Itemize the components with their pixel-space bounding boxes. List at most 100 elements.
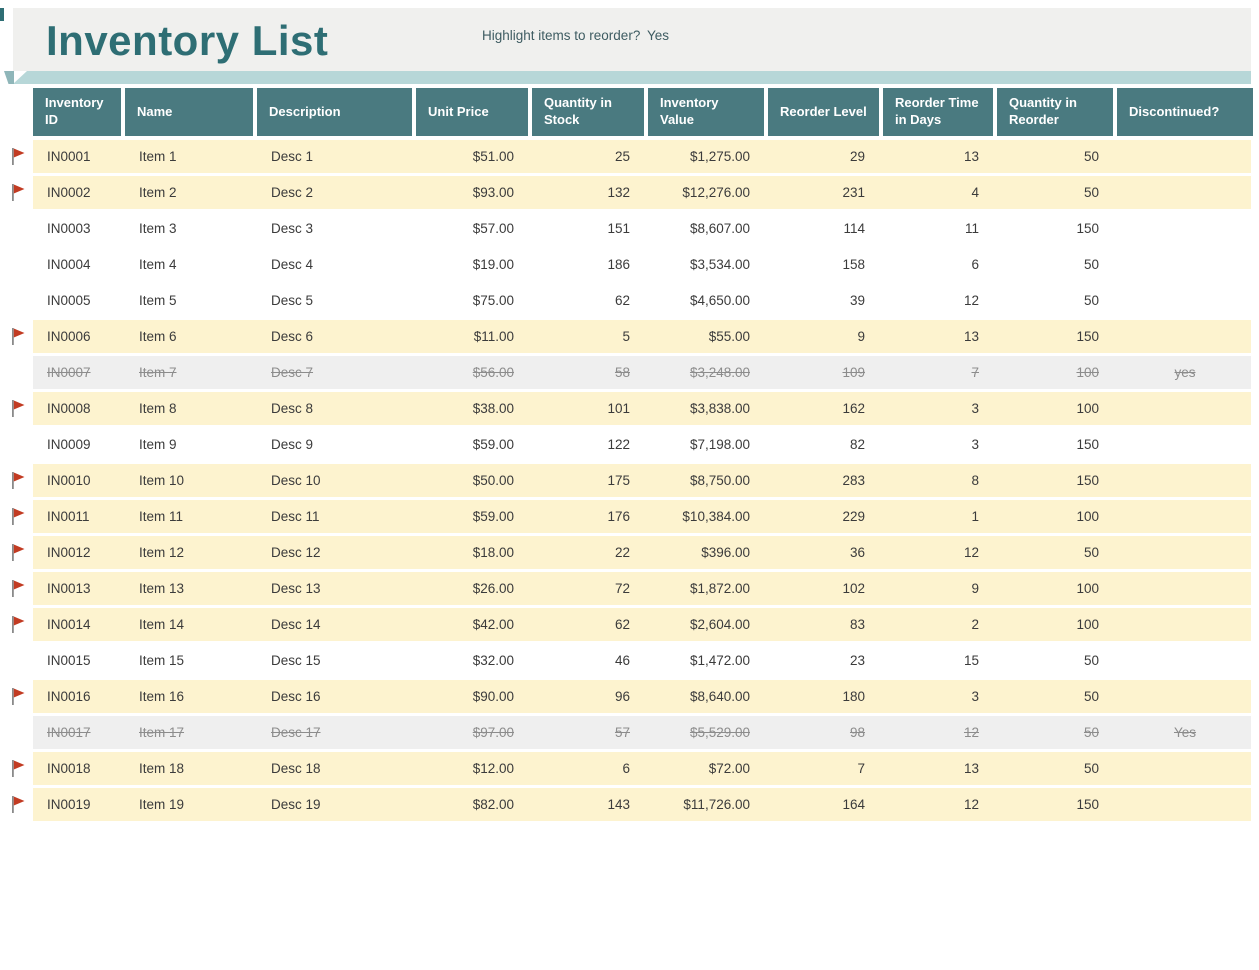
cell-reorder-time-in-days[interactable]: 8 — [971, 473, 979, 488]
cell-reorder-level[interactable]: 102 — [842, 581, 865, 596]
cell-description[interactable]: Desc 6 — [271, 329, 314, 344]
cell-quantity-in-stock[interactable]: 62 — [614, 293, 630, 308]
cell-description[interactable]: Desc 5 — [271, 293, 314, 308]
cell-quantity-in-stock[interactable]: 46 — [614, 653, 630, 668]
cell-name[interactable]: Item 10 — [139, 473, 185, 488]
column-header-quantity-in-stock[interactable]: Quantity in Stock — [532, 88, 644, 136]
cell-quantity-in-reorder[interactable]: 150 — [1076, 221, 1099, 236]
table-row[interactable]: IN0006 Item 6 Desc 6 $11.00 5 $55.00 9 13 150 — [12, 320, 1251, 353]
cell-inventory-value[interactable]: $1,472.00 — [689, 653, 750, 668]
cell-name[interactable]: Item 14 — [139, 617, 185, 632]
table-row[interactable]: IN0010 Item 10 Desc 10 $50.00 175 $8,750.00 28… — [12, 464, 1253, 497]
cell-discontinued[interactable] — [1117, 464, 1253, 497]
table-row[interactable]: IN0009 Item 9 Desc 9 $59.00 122 $7,198.00 82 3 1… — [33, 428, 1251, 461]
column-header-reorder-time-in-days[interactable]: Reorder Time in Days — [883, 88, 993, 136]
cell-description[interactable]: Desc 15 — [271, 653, 321, 668]
cell-reorder-time-in-days[interactable]: 9 — [971, 581, 979, 596]
cell-reorder-level[interactable]: 29 — [849, 149, 865, 164]
cell-quantity-in-reorder[interactable]: 50 — [1083, 725, 1099, 740]
cell-quantity-in-stock[interactable]: 101 — [607, 401, 630, 416]
column-header-inventory-id[interactable]: Inventory ID — [33, 88, 121, 136]
cell-reorder-time-in-days[interactable]: 3 — [971, 689, 979, 704]
cell-quantity-in-reorder[interactable]: 50 — [1083, 545, 1099, 560]
cell-quantity-in-stock[interactable]: 132 — [607, 185, 630, 200]
table-row[interactable]: IN0003 Item 3 Desc 3 $57.00 151 $8,607.00 114 1… — [33, 212, 1251, 245]
column-header-inventory-value[interactable]: Inventory Value — [648, 88, 764, 136]
table-row[interactable]: IN0008 Item 8 Desc 8 $38.00 101 $3,838.00 162 3… — [12, 392, 1251, 425]
cell-quantity-in-stock[interactable]: 186 — [607, 257, 630, 272]
cell-unit-price[interactable]: $90.00 — [472, 689, 514, 704]
cell-reorder-level[interactable]: 180 — [842, 689, 865, 704]
cell-quantity-in-stock[interactable]: 6 — [622, 761, 630, 776]
cell-description[interactable]: Desc 8 — [271, 401, 314, 416]
cell-quantity-in-stock[interactable]: 151 — [607, 221, 630, 236]
column-header-name[interactable]: Name — [125, 88, 253, 136]
cell-unit-price[interactable]: $59.00 — [472, 509, 514, 524]
cell-inventory-value[interactable]: $12,276.00 — [682, 185, 750, 200]
cell-inventory-id[interactable]: IN0010 — [47, 473, 91, 488]
cell-inventory-value[interactable]: $1,275.00 — [689, 149, 750, 164]
cell-reorder-time-in-days[interactable]: 1 — [971, 509, 979, 524]
column-header-unit-price[interactable]: Unit Price — [416, 88, 528, 136]
cell-reorder-level[interactable]: 229 — [842, 509, 865, 524]
cell-unit-price[interactable]: $12.00 — [472, 761, 514, 776]
column-header-quantity-in-reorder[interactable]: Quantity in Reorder — [997, 88, 1113, 136]
cell-unit-price[interactable]: $93.00 — [472, 185, 514, 200]
cell-discontinued[interactable] — [1117, 752, 1253, 785]
table-row[interactable]: IN0011 Item 11 Desc 11 $59.00 176 $10,384.00 2… — [12, 500, 1253, 533]
cell-description[interactable]: Desc 17 — [271, 725, 321, 740]
cell-description[interactable]: Desc 11 — [271, 509, 320, 524]
cell-reorder-time-in-days[interactable]: 12 — [963, 293, 979, 308]
cell-quantity-in-stock[interactable]: 58 — [614, 365, 630, 380]
cell-quantity-in-reorder[interactable]: 100 — [1076, 581, 1099, 596]
cell-quantity-in-stock[interactable]: 122 — [607, 437, 630, 452]
cell-discontinued[interactable] — [1117, 284, 1253, 317]
cell-name[interactable]: Item 12 — [139, 545, 185, 560]
cell-inventory-id[interactable]: IN0012 — [47, 545, 91, 560]
cell-reorder-level[interactable]: 23 — [849, 653, 865, 668]
cell-name[interactable]: Item 3 — [139, 221, 177, 236]
column-header-discontinued[interactable]: Discontinued? — [1117, 88, 1253, 136]
cell-quantity-in-reorder[interactable]: 50 — [1083, 149, 1099, 164]
cell-description[interactable]: Desc 1 — [271, 149, 314, 164]
cell-quantity-in-stock[interactable]: 62 — [614, 617, 630, 632]
cell-reorder-level[interactable]: 7 — [857, 761, 865, 776]
cell-quantity-in-reorder[interactable]: 150 — [1076, 473, 1099, 488]
cell-inventory-value[interactable]: $55.00 — [708, 329, 750, 344]
cell-description[interactable]: Desc 12 — [271, 545, 321, 560]
cell-inventory-id[interactable]: IN0016 — [47, 689, 91, 704]
cell-quantity-in-reorder[interactable]: 150 — [1076, 329, 1099, 344]
table-row[interactable]: IN0016 Item 16 Desc 16 $90.00 96 $8,640.00 180… — [12, 680, 1251, 713]
cell-description[interactable]: Desc 13 — [271, 581, 321, 596]
cell-name[interactable]: Item 11 — [139, 509, 184, 524]
cell-reorder-time-in-days[interactable]: 15 — [963, 653, 979, 668]
cell-name[interactable]: Item 18 — [139, 761, 185, 776]
column-header-description[interactable]: Description — [257, 88, 412, 136]
cell-quantity-in-stock[interactable]: 143 — [607, 797, 630, 812]
cell-reorder-time-in-days[interactable]: 11 — [964, 221, 979, 236]
cell-name[interactable]: Item 2 — [139, 185, 177, 200]
cell-discontinued[interactable] — [1117, 608, 1253, 641]
cell-inventory-id[interactable]: IN0019 — [47, 797, 91, 812]
cell-unit-price[interactable]: $26.00 — [472, 581, 514, 596]
cell-discontinued[interactable] — [1117, 644, 1253, 677]
cell-quantity-in-reorder[interactable]: 50 — [1083, 185, 1099, 200]
cell-discontinued[interactable] — [1117, 500, 1253, 533]
cell-inventory-value[interactable]: $10,384.00 — [682, 509, 750, 524]
cell-inventory-id[interactable]: IN0018 — [47, 761, 91, 776]
table-row[interactable]: IN0005 Item 5 Desc 5 $75.00 62 $4,650.00 39 12 5… — [33, 284, 1251, 317]
cell-description[interactable]: Desc 19 — [271, 797, 321, 812]
table-row[interactable]: IN0018 Item 18 Desc 18 $12.00 6 $72.00 7 13 50 — [12, 752, 1253, 785]
cell-reorder-level[interactable]: 9 — [857, 329, 865, 344]
cell-unit-price[interactable]: $18.00 — [472, 545, 514, 560]
cell-discontinued[interactable] — [1117, 536, 1253, 569]
cell-unit-price[interactable]: $11.00 — [473, 329, 514, 344]
table-row[interactable]: IN0017 Item 17 Desc 17 $97.00 57 $5,529.00 98 1… — [33, 716, 1251, 749]
cell-name[interactable]: Item 4 — [139, 257, 177, 272]
cell-inventory-value[interactable]: $11,726.00 — [683, 797, 750, 812]
cell-quantity-in-stock[interactable]: 175 — [607, 473, 630, 488]
cell-inventory-id[interactable]: IN0001 — [47, 149, 91, 164]
cell-reorder-time-in-days[interactable]: 12 — [963, 545, 979, 560]
cell-inventory-value[interactable]: $8,750.00 — [689, 473, 750, 488]
cell-description[interactable]: Desc 14 — [271, 617, 321, 632]
